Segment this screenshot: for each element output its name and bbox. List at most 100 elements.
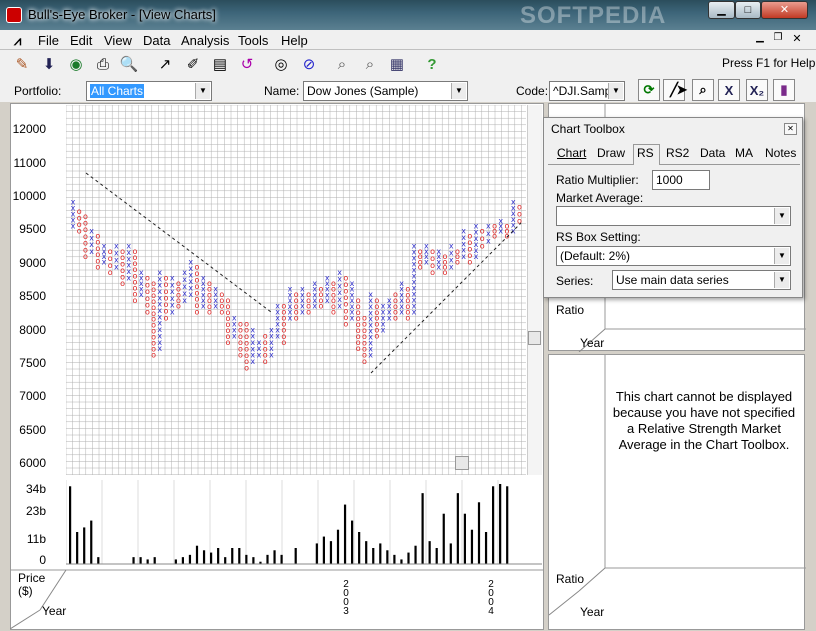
x-mark: x <box>201 296 206 305</box>
market-average-select[interactable]: ▼ <box>556 206 791 226</box>
o-mark: o <box>356 332 361 341</box>
x-mark: x <box>269 344 274 353</box>
print-icon[interactable]: ⎙ <box>96 55 109 73</box>
volume-bar <box>132 557 135 564</box>
app-icon[interactable] <box>6 7 22 23</box>
chevron-down-icon[interactable]: ▼ <box>195 83 210 99</box>
o-mark: o <box>145 294 150 303</box>
help-icon[interactable]: ? <box>427 55 437 73</box>
zoom-button[interactable]: ⌕ <box>692 79 714 101</box>
menu-view[interactable]: View <box>104 33 132 48</box>
o-mark: o <box>281 332 286 341</box>
chevron-down-icon[interactable]: ▼ <box>608 83 623 99</box>
horizontal-scroll-thumb[interactable] <box>455 456 469 470</box>
chevron-down-icon[interactable]: ▼ <box>774 272 789 288</box>
print-preview-icon[interactable]: 🔍 <box>119 56 139 73</box>
rs2-chart-button[interactable]: X₂ <box>746 79 768 101</box>
o-mark: o <box>83 225 88 234</box>
x-mark: x <box>288 302 293 311</box>
o-mark: o <box>226 296 231 305</box>
tab-rs2[interactable]: RS2 <box>666 146 690 160</box>
edit-chart-icon[interactable]: ✐ <box>186 56 200 73</box>
x-mark: x <box>337 302 342 311</box>
menu-data[interactable]: Data <box>143 33 171 48</box>
filter-icon[interactable]: ⊘ <box>302 56 316 73</box>
o-mark: o <box>492 222 497 231</box>
maximize-button[interactable]: □ <box>735 1 761 19</box>
toolbox-close-button[interactable]: ✕ <box>784 123 797 135</box>
x-mark: x <box>368 302 373 311</box>
tab-draw[interactable]: Draw <box>597 146 626 160</box>
volume-bar <box>336 529 340 564</box>
view-icon[interactable]: ◎ <box>274 56 288 73</box>
main-toolbar: ✎ ⬇ ◉ ⎙ 🔍 ↗ ✐ ▤ ↺ ◎ ⊘ ⌕ ⌕ ▦ ? Press F1 f… <box>0 50 816 78</box>
mdi-restore-button[interactable]: ❐ <box>773 32 783 43</box>
tab-ma[interactable]: MA <box>735 146 753 160</box>
chevron-down-icon[interactable]: ▼ <box>451 83 466 99</box>
portfolio-select[interactable]: All Charts ▼ <box>86 81 212 101</box>
volume-bar <box>421 493 424 564</box>
o-mark: o <box>164 273 169 282</box>
menu-help[interactable]: Help <box>281 33 308 48</box>
rs-chart-button[interactable]: X <box>718 79 740 101</box>
mdi-minimize-button[interactable]: ▁ <box>756 32 764 43</box>
refresh-icon[interactable]: ↺ <box>240 56 254 73</box>
point-figure-chart[interactable]: xxxxxoooooooooooxxxxooooooxxxxooooxxxxoo… <box>66 105 526 475</box>
chart-vertical-scrollbar[interactable] <box>527 105 542 475</box>
x-mark: x <box>511 209 516 218</box>
chart-icon[interactable]: ↗ <box>158 56 172 73</box>
grid-icon[interactable]: ▦ <box>389 56 405 73</box>
y-tick: 7000 <box>19 389 46 403</box>
o-mark: o <box>306 290 311 299</box>
x-mark: x <box>232 313 237 322</box>
rs-box-select[interactable]: (Default: 2%) ▼ <box>556 246 791 266</box>
menu-tools[interactable]: Tools <box>238 33 269 48</box>
scan-icon[interactable]: ⌕ <box>365 55 375 73</box>
o-mark: o <box>356 320 361 329</box>
mdi-close-button[interactable]: ✕ <box>792 33 802 45</box>
o-mark: o <box>480 227 485 236</box>
zoom-icon[interactable]: ⌕ <box>337 55 347 73</box>
volume-bar <box>343 504 347 564</box>
pointer-button[interactable]: ➤ <box>676 82 688 97</box>
x-mark: x <box>312 285 317 294</box>
minimize-button[interactable]: ▁ <box>708 1 735 19</box>
o-mark: o <box>374 314 379 323</box>
tab-chart[interactable]: Chart <box>557 146 587 160</box>
internet-update-icon[interactable]: ◉ <box>69 56 83 73</box>
code-select[interactable]: ^DJI.Samp ▼ <box>549 81 625 101</box>
trendline-button[interactable]: ╱ <box>663 79 685 101</box>
volume-bar <box>400 559 403 564</box>
menu-file[interactable]: File <box>38 33 59 48</box>
open-icon[interactable]: ⬇ <box>42 56 56 73</box>
volume-bar <box>449 543 452 564</box>
portfolio-icon[interactable]: ▤ <box>212 56 228 73</box>
tab-notes[interactable]: Notes <box>765 146 797 160</box>
y-tick: 8000 <box>19 323 46 337</box>
volume-bar <box>210 552 213 564</box>
chevron-down-icon[interactable]: ▼ <box>774 248 789 264</box>
o-mark: o <box>226 338 231 347</box>
new-icon[interactable]: ✎ <box>15 56 29 73</box>
o-mark: o <box>430 247 435 256</box>
ratio-multiplier-input[interactable]: 1000 <box>652 170 710 190</box>
series-select[interactable]: Use main data series ▼ <box>612 270 791 290</box>
close-button[interactable]: ✕ <box>761 1 808 19</box>
volume-button[interactable]: ▮ <box>773 79 795 101</box>
menu-analysis[interactable]: Analysis <box>181 33 230 48</box>
scroll-thumb[interactable] <box>528 331 541 345</box>
volume-bar <box>245 554 248 564</box>
x-mark: x <box>461 227 466 236</box>
x-mark: x <box>412 260 417 269</box>
menu-edit[interactable]: Edit <box>70 33 93 48</box>
x-mark: x <box>325 273 330 282</box>
mdi-child-icon[interactable]: ⩘ <box>14 33 22 48</box>
o-mark: o <box>374 332 379 341</box>
tab-data[interactable]: Data <box>700 146 726 160</box>
redraw-button[interactable]: ⟳ <box>638 79 660 101</box>
name-select[interactable]: Dow Jones (Sample) ▼ <box>303 81 468 101</box>
chevron-down-icon[interactable]: ▼ <box>774 208 789 224</box>
ratio-multiplier-label: Ratio Multiplier: <box>556 173 639 187</box>
x-mark: x <box>436 257 441 266</box>
tab-rs[interactable]: RS <box>637 146 654 160</box>
